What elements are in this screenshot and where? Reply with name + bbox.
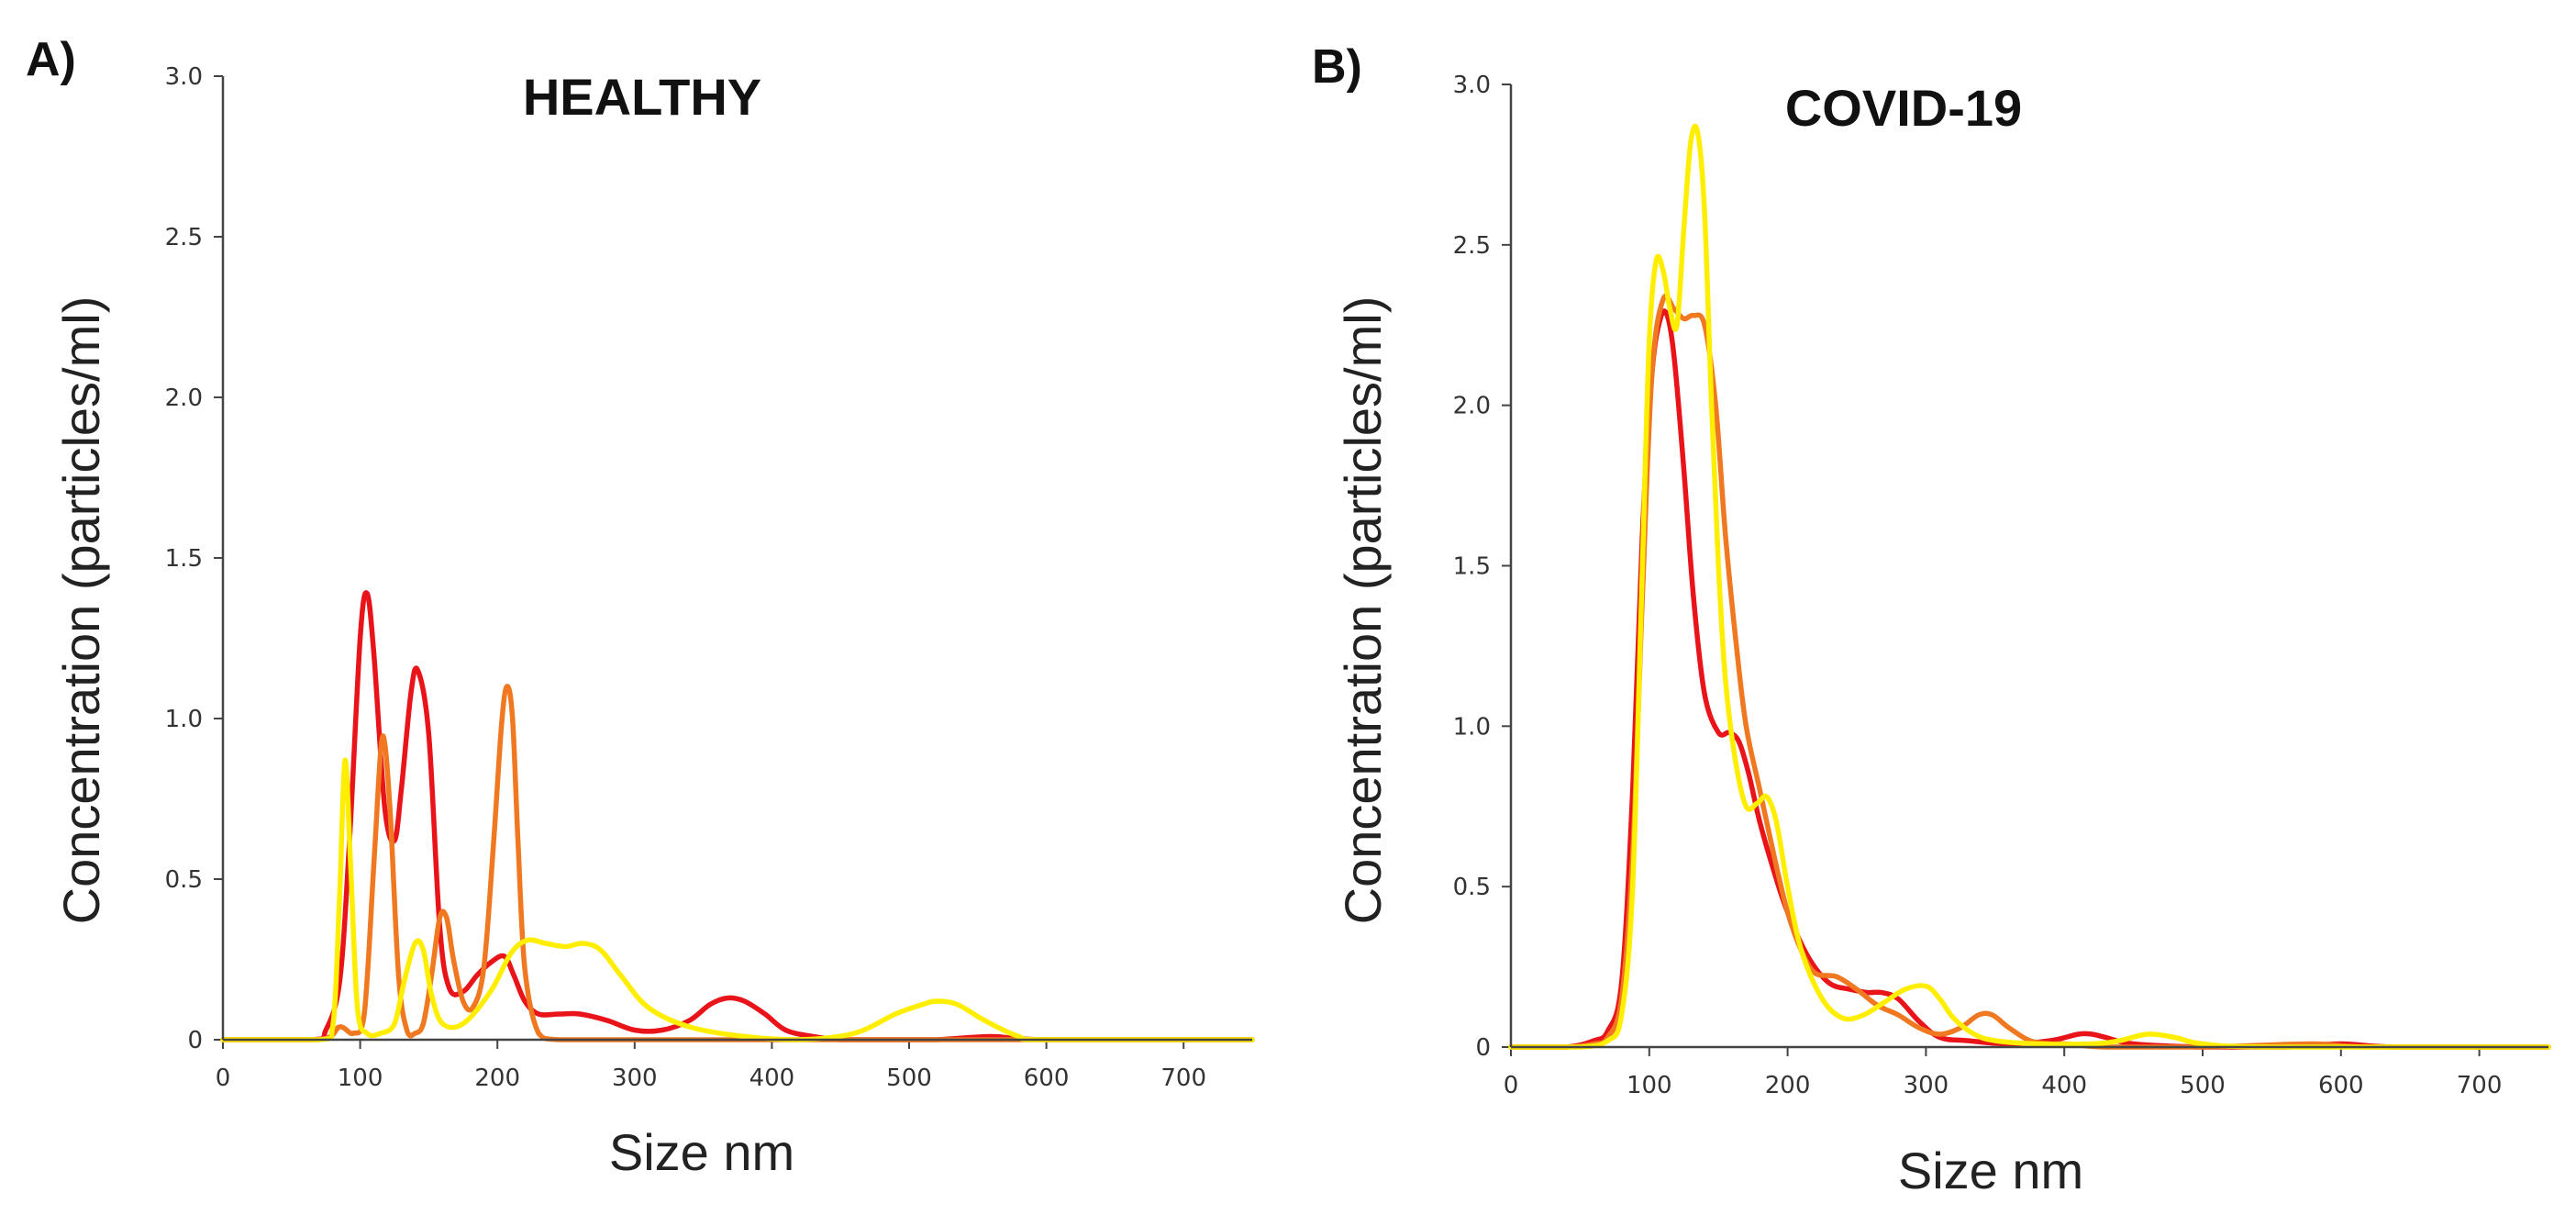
x-tick-label: 100 [1627,1072,1672,1099]
x-tick-label: 0 [216,1065,231,1092]
series-group [220,590,1255,1042]
panel-b: B) COVID-19 Concentration (particles/ml)… [1312,40,2551,1199]
y-tick-label: 2.0 [1453,393,1491,420]
axis-ticks: 0 100 200 300 400 500 600 700 0 0.5 1.0 1.5 2.0 2.5 3.… [165,63,1206,1092]
x-tick-label: 300 [1904,1072,1949,1099]
y-axis-label: Concentration (particles/ml) [52,296,110,925]
y-tick-label: 0 [187,1027,203,1054]
x-tick-label: 600 [2318,1072,2364,1099]
x-tick-label: 700 [2457,1072,2503,1099]
y-tick-label: 1.0 [1453,713,1491,741]
x-tick-label: 100 [338,1065,383,1092]
x-tick-label: 500 [2180,1072,2226,1099]
panel-label: A) [26,33,76,86]
axes [221,76,1252,1042]
series-group [1508,123,2551,1050]
x-tick-label: 500 [886,1065,932,1092]
y-tick-label: 0.5 [165,866,203,894]
x-tick-label: 600 [1024,1065,1070,1092]
y-tick-label: 3.0 [165,63,203,91]
x-tick-label: 400 [2041,1072,2087,1099]
y-axis-label: Concentration (particles/ml) [1334,296,1392,925]
y-tick-label: 0.5 [1453,874,1491,901]
x-tick-label: 0 [1504,1072,1519,1099]
x-axis-label: Size nm [1898,1142,2083,1199]
series-line-sample-red [1508,308,2551,1050]
y-tick-label: 1.5 [1453,553,1491,581]
x-axis-label: Size nm [609,1123,794,1181]
chart-title: HEALTHY [523,68,761,126]
y-tick-label: 3.0 [1453,72,1491,99]
x-tick-label: 200 [474,1065,520,1092]
y-tick-label: 2.5 [1453,232,1491,260]
x-tick-label: 700 [1160,1065,1206,1092]
series-line-sample-yellow [1508,123,2551,1050]
axis-ticks: 0 100 200 300 400 500 600 700 0 0.5 1.0 1.5 2.0 2.5 3.… [1453,72,2503,1099]
y-tick-label: 2.0 [165,385,203,412]
x-tick-label: 300 [612,1065,658,1092]
x-tick-label: 400 [749,1065,795,1092]
y-tick-label: 2.5 [165,224,203,251]
series-line-sample-orange [220,684,1255,1042]
series-line-sample-red [220,590,1255,1042]
series-line-sample-yellow [220,757,1255,1042]
y-tick-label: 0 [1475,1034,1491,1062]
y-tick-label: 1.5 [165,545,203,573]
series-line-sample-orange [1508,293,2551,1050]
axes [1509,84,2548,1049]
x-tick-label: 200 [1765,1072,1811,1099]
panel-label: B) [1312,40,1362,94]
panel-a: A) HEALTHY Concentration (particles/ml) … [26,33,1255,1181]
chart-title: COVID-19 [1785,79,2022,137]
y-tick-label: 1.0 [165,706,203,733]
